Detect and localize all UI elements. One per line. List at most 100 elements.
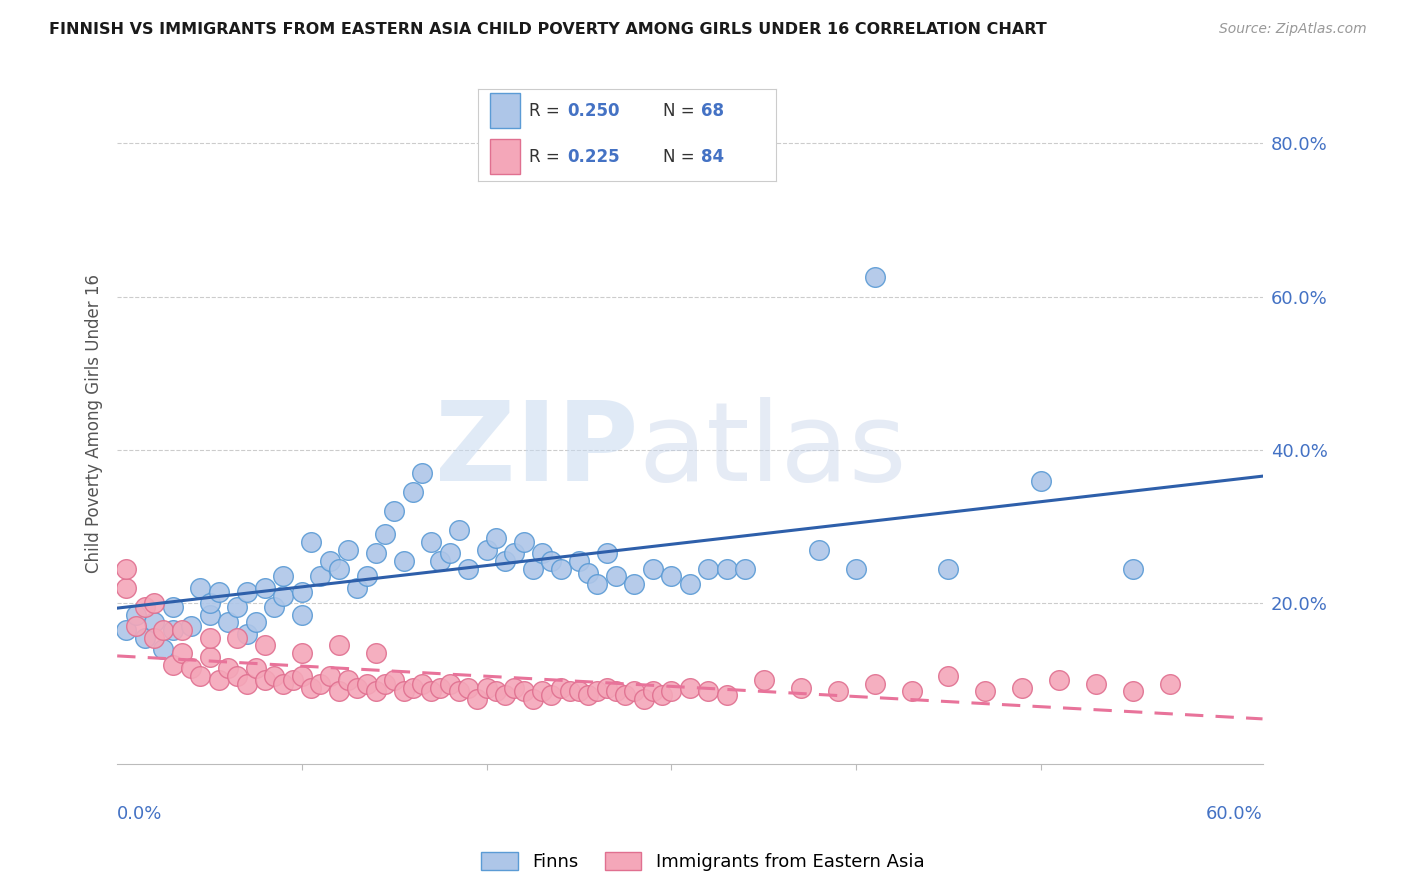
Point: [392, 554, 415, 568]
Point: [198, 649, 221, 664]
Point: [291, 607, 314, 622]
Point: [974, 684, 997, 698]
Point: [226, 631, 249, 645]
Point: [641, 562, 664, 576]
Point: [152, 623, 174, 637]
Point: [162, 623, 184, 637]
Point: [337, 542, 360, 557]
Point: [1011, 681, 1033, 695]
Point: [789, 681, 811, 695]
Point: [614, 688, 637, 702]
Point: [485, 684, 508, 698]
Point: [346, 681, 368, 695]
Point: [273, 677, 295, 691]
Point: [411, 677, 433, 691]
Point: [661, 569, 683, 583]
Point: [623, 684, 645, 698]
Point: [420, 535, 443, 549]
Point: [226, 600, 249, 615]
Y-axis label: Child Poverty Among Girls Under 16: Child Poverty Among Girls Under 16: [86, 274, 103, 573]
Point: [586, 577, 609, 591]
Point: [550, 562, 572, 576]
Point: [143, 631, 166, 645]
Point: [863, 677, 886, 691]
Point: [697, 684, 720, 698]
Point: [558, 684, 581, 698]
Point: [364, 684, 387, 698]
Point: [382, 504, 405, 518]
Point: [540, 688, 562, 702]
Point: [420, 684, 443, 698]
Point: [503, 546, 526, 560]
Point: [382, 673, 405, 687]
Point: [938, 562, 960, 576]
Point: [337, 673, 360, 687]
Point: [115, 562, 138, 576]
Point: [457, 562, 479, 576]
Point: [605, 569, 627, 583]
Point: [309, 677, 332, 691]
Point: [651, 688, 673, 702]
Text: 60.0%: 60.0%: [1206, 805, 1263, 823]
Point: [596, 681, 619, 695]
Point: [540, 554, 562, 568]
Point: [1085, 677, 1108, 691]
Point: [198, 596, 221, 610]
Point: [402, 485, 425, 500]
Point: [217, 661, 239, 675]
Point: [188, 669, 211, 683]
Point: [550, 681, 572, 695]
Point: [586, 684, 609, 698]
Legend: Finns, Immigrants from Eastern Asia: Finns, Immigrants from Eastern Asia: [474, 845, 932, 879]
Point: [263, 669, 285, 683]
Point: [827, 684, 849, 698]
Point: [208, 673, 231, 687]
Point: [273, 589, 295, 603]
Point: [180, 661, 202, 675]
Point: [124, 619, 146, 633]
Point: [356, 677, 378, 691]
Point: [568, 554, 591, 568]
Point: [217, 615, 239, 630]
Point: [309, 569, 332, 583]
Point: [439, 677, 461, 691]
Point: [328, 684, 350, 698]
Point: [328, 562, 350, 576]
Point: [475, 681, 498, 695]
Point: [263, 600, 285, 615]
Point: [522, 562, 544, 576]
Point: [235, 627, 257, 641]
Point: [143, 596, 166, 610]
Point: [576, 688, 599, 702]
Point: [245, 661, 267, 675]
Point: [845, 562, 868, 576]
Point: [245, 615, 267, 630]
Point: [253, 673, 276, 687]
Point: [180, 619, 202, 633]
Point: [531, 546, 554, 560]
Point: [512, 684, 534, 698]
Point: [235, 677, 257, 691]
Point: [697, 562, 720, 576]
Point: [124, 607, 146, 622]
Point: [134, 631, 156, 645]
Point: [808, 542, 831, 557]
Point: [576, 566, 599, 580]
Point: [356, 569, 378, 583]
Point: [281, 673, 304, 687]
Point: [457, 681, 479, 695]
Point: [938, 669, 960, 683]
Point: [198, 607, 221, 622]
Point: [253, 639, 276, 653]
Point: [679, 577, 702, 591]
Point: [494, 554, 516, 568]
Point: [1122, 684, 1144, 698]
Point: [411, 466, 433, 480]
Point: [863, 270, 886, 285]
Point: [328, 639, 350, 653]
Point: [115, 581, 138, 595]
Point: [633, 692, 655, 706]
Point: [198, 631, 221, 645]
Text: atlas: atlas: [638, 397, 907, 504]
Point: [273, 569, 295, 583]
